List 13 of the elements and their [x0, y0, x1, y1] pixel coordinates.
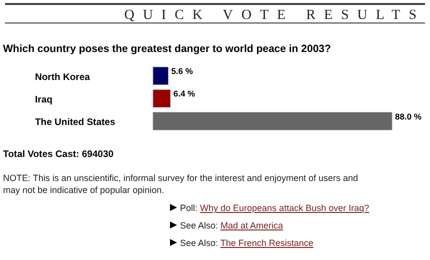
y-tick-label: North Korea	[35, 72, 91, 83]
chart-subtitle: Which country poses the greatest danger to world peace in 2003?	[3, 43, 331, 55]
chart-title: QUICK VOTE RESULTS	[124, 8, 425, 23]
y-tick-label: The United States	[35, 117, 116, 128]
y-tick-label: Iraq	[35, 94, 53, 106]
text: Total Votes Cast: 694030	[3, 149, 114, 160]
text: See Also: Mad at America	[180, 220, 284, 230]
data-label: 5.6 %	[171, 66, 194, 76]
text: NOTE: This is an unscientific, informal survey for the interest and enjoyment of users and may not be indicative of popular opinion.	[3, 173, 358, 195]
text: Poll: Why do Europeans attack Bush over Iraq?	[180, 203, 370, 213]
data-label: 6.4 %	[173, 88, 196, 99]
data-label: 88.0 %	[395, 111, 422, 122]
text: See Also: The French Resistance	[180, 238, 314, 248]
